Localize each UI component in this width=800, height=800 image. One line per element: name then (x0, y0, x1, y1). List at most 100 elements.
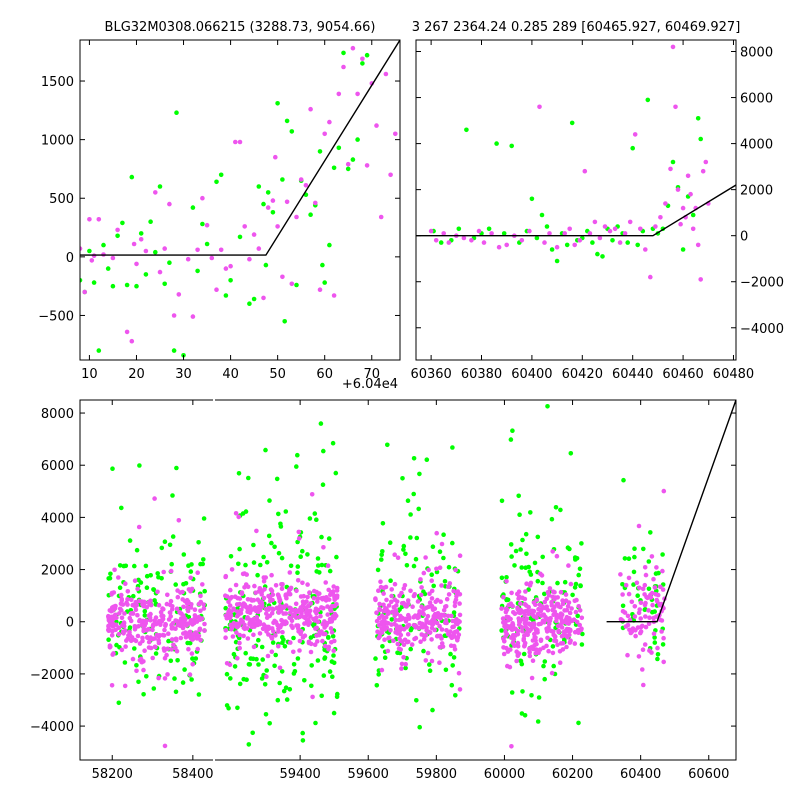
magenta-point (688, 191, 693, 197)
magenta-point (165, 672, 170, 677)
green-point (321, 673, 327, 678)
y-tick-label: 8000 (41, 407, 74, 422)
magenta-point (637, 607, 642, 612)
green-point (532, 560, 538, 566)
magenta-point (429, 637, 434, 642)
green-point (273, 652, 279, 658)
green-point (505, 597, 511, 603)
magenta-point (527, 653, 533, 659)
magenta-point (355, 91, 360, 97)
magenta-point (322, 631, 328, 637)
magenta-point (378, 579, 383, 584)
magenta-point (238, 611, 244, 616)
magenta-point (261, 295, 266, 301)
green-point (576, 720, 581, 726)
green-point (281, 688, 287, 694)
magenta-point (519, 625, 525, 630)
magenta-point (242, 622, 247, 628)
magenta-point (640, 623, 645, 629)
green-point (326, 634, 331, 640)
magenta-point (607, 228, 613, 234)
magenta-point (252, 624, 257, 629)
green-point (698, 136, 703, 142)
magenta-point (395, 641, 401, 647)
green-point (300, 738, 306, 743)
magenta-point (110, 255, 116, 261)
green-point (397, 650, 403, 656)
magenta-point (512, 611, 518, 616)
magenta-point (306, 639, 312, 645)
magenta-point (381, 624, 386, 629)
magenta-point (690, 226, 696, 232)
green-point (80, 278, 83, 283)
magenta-point (275, 224, 280, 229)
magenta-point (124, 638, 129, 643)
green-point (201, 516, 207, 521)
magenta-point (534, 597, 540, 602)
magenta-point (223, 635, 228, 640)
magenta-point (632, 614, 638, 619)
magenta-point (323, 580, 329, 585)
magenta-point (406, 616, 412, 621)
x-tick-label: 70 (363, 367, 380, 382)
magenta-point (277, 665, 283, 671)
magenta-point (439, 583, 444, 588)
magenta-point (301, 615, 307, 620)
magenta-point (280, 274, 285, 280)
magenta-point (389, 599, 394, 605)
magenta-point (188, 575, 193, 581)
magenta-point (155, 589, 160, 595)
magenta-point (433, 599, 439, 605)
magenta-point (381, 591, 386, 596)
magenta-point (379, 620, 384, 625)
magenta-point (427, 591, 432, 596)
magenta-point (661, 635, 666, 641)
x-tick-label: 58200 (92, 767, 133, 782)
magenta-point (237, 632, 242, 638)
green-point (331, 653, 336, 658)
magenta-point (141, 667, 146, 673)
green-point (294, 464, 299, 469)
green-point (600, 254, 605, 259)
magenta-point (454, 594, 459, 599)
magenta-point (446, 240, 452, 245)
data-points (106, 400, 736, 749)
green-point (660, 642, 666, 647)
green-point (408, 646, 414, 652)
green-point (652, 640, 658, 645)
magenta-point (446, 592, 452, 597)
green-point (635, 593, 640, 598)
green-point (232, 664, 238, 669)
magenta-point (87, 217, 92, 222)
green-point (283, 685, 289, 690)
magenta-point (533, 626, 539, 632)
green-point (450, 540, 455, 546)
green-point (364, 52, 370, 58)
magenta-point (185, 605, 190, 611)
green-point (279, 669, 285, 674)
green-point (305, 552, 310, 557)
green-point (509, 554, 514, 559)
magenta-point (325, 612, 331, 617)
green-point (134, 663, 139, 668)
green-point (405, 498, 411, 504)
magenta-point (310, 694, 315, 700)
magenta-point (377, 630, 382, 635)
x-tick-label: 30 (175, 367, 192, 382)
magenta-point (539, 573, 545, 578)
magenta-point (128, 638, 134, 644)
model-line (606, 400, 736, 623)
magenta-point (287, 570, 293, 575)
magenta-point (331, 584, 337, 589)
green-point (494, 141, 499, 146)
magenta-point (577, 608, 583, 613)
magenta-point (388, 172, 393, 178)
green-point (315, 556, 321, 561)
y-tick-label: 0 (66, 616, 74, 631)
green-point (322, 655, 328, 660)
magenta-point (317, 287, 323, 293)
y-tick-label: 4000 (41, 511, 74, 526)
magenta-point (517, 619, 523, 624)
green-point (110, 283, 116, 289)
magenta-point (277, 604, 283, 610)
